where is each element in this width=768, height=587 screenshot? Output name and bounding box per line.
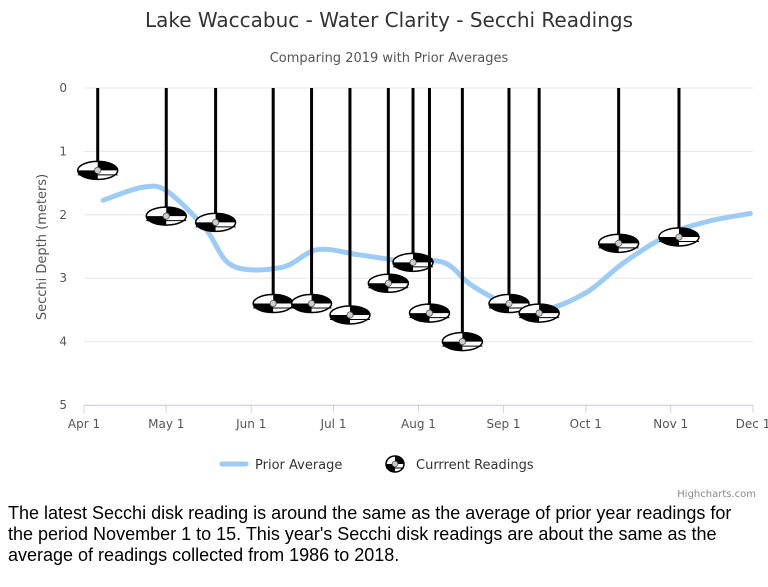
x-tick-label: Nov 1 bbox=[653, 417, 688, 431]
legend: Prior Average Currrent Readings bbox=[219, 455, 534, 473]
legend-item-prior-average[interactable]: Prior Average bbox=[219, 458, 342, 473]
legend-item-current-readings[interactable]: Currrent Readings bbox=[385, 455, 534, 473]
secchi-disk-marker[interactable] bbox=[408, 303, 451, 323]
x-tick-label: Apr 1 bbox=[68, 417, 100, 431]
y-tick-label: 3 bbox=[59, 271, 67, 285]
chart-title: Lake Waccabuc - Water Clarity - Secchi R… bbox=[145, 8, 633, 32]
y-tick-label: 1 bbox=[59, 144, 67, 158]
secchi-chart: Lake Waccabuc - Water Clarity - Secchi R… bbox=[35, 8, 768, 500]
x-tick-label: Oct 1 bbox=[570, 417, 602, 431]
secchi-disk-marker[interactable] bbox=[392, 252, 434, 273]
current-reading-point[interactable] bbox=[290, 88, 333, 314]
chart-subtitle: Comparing 2019 with Prior Averages bbox=[270, 51, 509, 66]
secchi-disk-icon bbox=[385, 455, 405, 473]
secchi-disk-marker[interactable] bbox=[488, 293, 530, 314]
x-tick-label: Dec 1 bbox=[736, 417, 768, 431]
current-reading-point[interactable] bbox=[488, 88, 530, 314]
secchi-disk-marker[interactable] bbox=[76, 160, 119, 181]
secchi-disk-marker[interactable] bbox=[367, 273, 410, 294]
credits-link[interactable]: Highcharts.com bbox=[677, 489, 756, 500]
current-reading-point[interactable] bbox=[408, 88, 451, 323]
secchi-disk-legend-marker[interactable] bbox=[385, 455, 405, 473]
y-tick-labels: 0 1 2 3 4 5 bbox=[59, 81, 67, 412]
current-reading-point[interactable] bbox=[392, 88, 434, 273]
x-tick-label: Aug 1 bbox=[401, 417, 436, 431]
prior-average-line[interactable] bbox=[100, 183, 753, 313]
prior-average-series bbox=[100, 183, 753, 313]
y-axis-title: Secchi Depth (meters) bbox=[35, 174, 50, 320]
current-reading-point[interactable] bbox=[76, 88, 119, 181]
y-tick-label: 4 bbox=[59, 335, 67, 349]
current-reading-point[interactable] bbox=[658, 88, 700, 247]
current-reading-point[interactable] bbox=[252, 88, 294, 314]
secchi-disk-marker[interactable] bbox=[441, 331, 484, 352]
y-tick-label: 5 bbox=[59, 398, 67, 412]
x-tick-label: Jul 1 bbox=[320, 417, 347, 431]
current-reading-point[interactable] bbox=[441, 88, 484, 352]
y-tick-label: 0 bbox=[59, 81, 67, 95]
secchi-disk-marker[interactable] bbox=[145, 206, 188, 226]
current-reading-point[interactable] bbox=[329, 88, 371, 325]
secchi-disk-marker[interactable] bbox=[518, 303, 560, 323]
secchi-disk-marker[interactable] bbox=[658, 227, 700, 247]
current-readings-series bbox=[76, 88, 700, 352]
current-reading-point[interactable] bbox=[518, 88, 560, 323]
legend-label-prior-average: Prior Average bbox=[255, 458, 342, 473]
secchi-disk-marker[interactable] bbox=[252, 293, 294, 314]
current-reading-point[interactable] bbox=[367, 88, 410, 294]
x-tick-label: Jun 1 bbox=[235, 417, 266, 431]
caption-text: The latest Secchi disk reading is around… bbox=[8, 503, 732, 565]
y-tick-label: 2 bbox=[59, 208, 67, 222]
secchi-disk-marker[interactable] bbox=[329, 305, 371, 325]
secchi-disk-marker[interactable] bbox=[194, 212, 237, 233]
x-axis: Apr 1 May 1 Jun 1 Jul 1 Aug 1 Sep 1 Oct 1 Nov 1… bbox=[68, 405, 768, 431]
current-reading-point[interactable] bbox=[597, 88, 640, 254]
legend-label-current-readings: Currrent Readings bbox=[416, 458, 534, 473]
x-tick-label: Sep 1 bbox=[486, 417, 520, 431]
secchi-disk-marker[interactable] bbox=[290, 293, 333, 314]
current-reading-point[interactable] bbox=[194, 88, 237, 233]
secchi-disk-marker[interactable] bbox=[597, 233, 640, 254]
current-reading-point[interactable] bbox=[145, 88, 188, 226]
x-tick-label: May 1 bbox=[148, 417, 184, 431]
